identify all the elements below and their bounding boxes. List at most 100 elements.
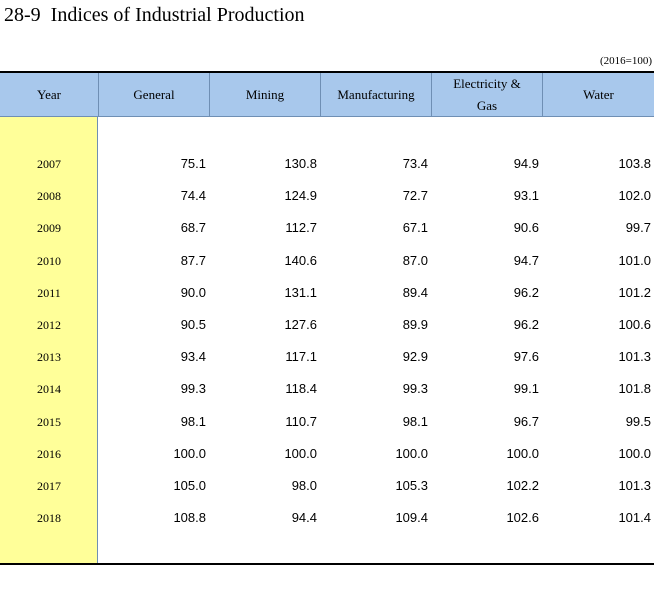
table-row: 2015 98.1 110.7 98.1 96.7 99.5: [0, 412, 654, 432]
mining-cell: 100.0: [284, 445, 317, 461]
general-cell: 68.7: [180, 220, 206, 236]
table-row: 2010 87.7 140.6 87.0 94.7 101.0: [0, 251, 654, 271]
general-cell: 90.0: [180, 284, 206, 300]
general-cell: 99.3: [180, 381, 206, 397]
electricity-cell: 97.6: [513, 349, 539, 365]
header-divider: [431, 73, 432, 116]
general-cell: 108.8: [173, 510, 206, 526]
year-cell: 2018: [37, 511, 61, 526]
mining-cell: 140.6: [284, 252, 317, 268]
year-cell: 2016: [37, 446, 61, 461]
manufacturing-cell: 98.1: [402, 413, 428, 429]
year-cell: 2008: [37, 189, 61, 204]
mining-cell: 127.6: [284, 317, 317, 332]
manufacturing-cell: 73.4: [402, 156, 428, 171]
water-cell: 102.0: [618, 188, 651, 204]
manufacturing-cell: 109.4: [395, 510, 428, 526]
year-cell: 2015: [37, 414, 61, 429]
water-cell: 99.5: [625, 413, 651, 429]
table-row: 2012 90.5 127.6 89.9 96.2 100.6: [0, 315, 654, 335]
general-cell: 75.1: [180, 156, 206, 171]
manufacturing-cell: 89.4: [402, 284, 428, 300]
water-cell: 99.7: [625, 220, 651, 236]
manufacturing-cell: 99.3: [402, 381, 428, 397]
mining-cell: 117.1: [285, 349, 317, 365]
header-divider: [542, 73, 543, 116]
year-cell: 2017: [37, 479, 61, 493]
header-divider: [98, 73, 99, 116]
water-cell: 101.4: [618, 510, 651, 526]
table-row: 2017 105.0 98.0 105.3 102.2 101.3: [0, 476, 654, 496]
general-cell: 93.4: [180, 349, 206, 365]
year-cell: 2010: [37, 253, 61, 268]
manufacturing-cell: 89.9: [402, 317, 428, 332]
table-row: 2016 100.0 100.0 100.0 100.0 100.0: [0, 444, 654, 464]
mining-cell: 130.8: [284, 156, 317, 171]
table-row: 2008 74.4 124.9 72.7 93.1 102.0: [0, 186, 654, 206]
header-electricity-line1: Electricity &: [453, 75, 521, 91]
manufacturing-cell: 92.9: [402, 349, 428, 365]
electricity-cell: 100.0: [506, 445, 539, 461]
table-row: 2009 68.7 112.7 67.1 90.6 99.7: [0, 218, 654, 238]
water-cell: 101.3: [618, 478, 651, 493]
table-row: 2011 90.0 131.1 89.4 96.2 101.2: [0, 283, 654, 303]
manufacturing-cell: 105.3: [395, 478, 428, 493]
manufacturing-cell: 87.0: [402, 252, 428, 268]
year-cell: 2014: [37, 382, 61, 397]
electricity-cell: 102.6: [506, 510, 539, 526]
manufacturing-cell: 72.7: [402, 188, 428, 204]
mining-cell: 94.4: [291, 510, 317, 526]
unit-note: (2016=100): [599, 55, 652, 67]
header-divider: [320, 73, 321, 116]
general-cell: 100.0: [173, 445, 206, 461]
manufacturing-cell: 67.1: [402, 220, 428, 236]
water-cell: 101.0: [618, 252, 651, 268]
electricity-cell: 90.6: [513, 220, 539, 236]
electricity-cell: 94.7: [513, 252, 539, 268]
header-mining: Mining: [245, 86, 285, 102]
year-column-background: [0, 117, 98, 563]
table-row: 2014 99.3 118.4 99.3 99.1 101.8: [0, 379, 654, 399]
general-cell: 105.0: [173, 478, 206, 493]
general-cell: 98.1: [180, 413, 206, 429]
mining-cell: 118.4: [285, 381, 317, 397]
mining-cell: 98.0: [291, 478, 317, 493]
general-cell: 87.7: [180, 252, 206, 268]
electricity-cell: 99.1: [513, 381, 539, 397]
year-cell: 2011: [37, 285, 61, 300]
year-cell: 2009: [37, 221, 61, 236]
mining-cell: 124.9: [284, 188, 317, 204]
year-cell: 2007: [37, 157, 61, 171]
general-cell: 74.4: [180, 188, 206, 204]
water-cell: 103.8: [618, 156, 651, 171]
header-divider: [209, 73, 210, 116]
electricity-cell: 96.2: [513, 284, 539, 300]
table-header: Year General Mining Manufacturing Electr…: [0, 73, 654, 117]
header-electricity-line2: Gas: [476, 97, 498, 113]
general-cell: 90.5: [180, 317, 206, 332]
water-cell: 101.2: [618, 284, 651, 300]
header-water: Water: [583, 86, 614, 102]
bottom-rule: [0, 563, 654, 565]
header-manufacturing: Manufacturing: [337, 86, 415, 102]
table-row: 2007 75.1 130.8 73.4 94.9 103.8: [0, 154, 654, 174]
water-cell: 101.3: [618, 349, 651, 365]
electricity-cell: 102.2: [506, 478, 539, 493]
electricity-cell: 94.9: [513, 156, 539, 171]
table-row: 2018 108.8 94.4 109.4 102.6 101.4: [0, 508, 654, 528]
year-cell: 2013: [37, 350, 61, 365]
electricity-cell: 96.2: [513, 317, 539, 332]
year-cell: 2012: [37, 318, 61, 332]
table-row: 2013 93.4 117.1 92.9 97.6 101.3: [0, 347, 654, 367]
manufacturing-cell: 100.0: [395, 445, 428, 461]
water-cell: 100.6: [618, 317, 651, 332]
header-year: Year: [37, 86, 61, 102]
electricity-cell: 93.1: [513, 188, 539, 204]
mining-cell: 131.1: [284, 284, 317, 300]
water-cell: 100.0: [618, 445, 651, 461]
water-cell: 101.8: [618, 381, 651, 397]
header-electricity-gas: Electricity & Gas: [432, 73, 542, 116]
electricity-cell: 96.7: [513, 413, 539, 429]
mining-cell: 112.7: [285, 220, 317, 236]
header-general: General: [133, 86, 175, 102]
